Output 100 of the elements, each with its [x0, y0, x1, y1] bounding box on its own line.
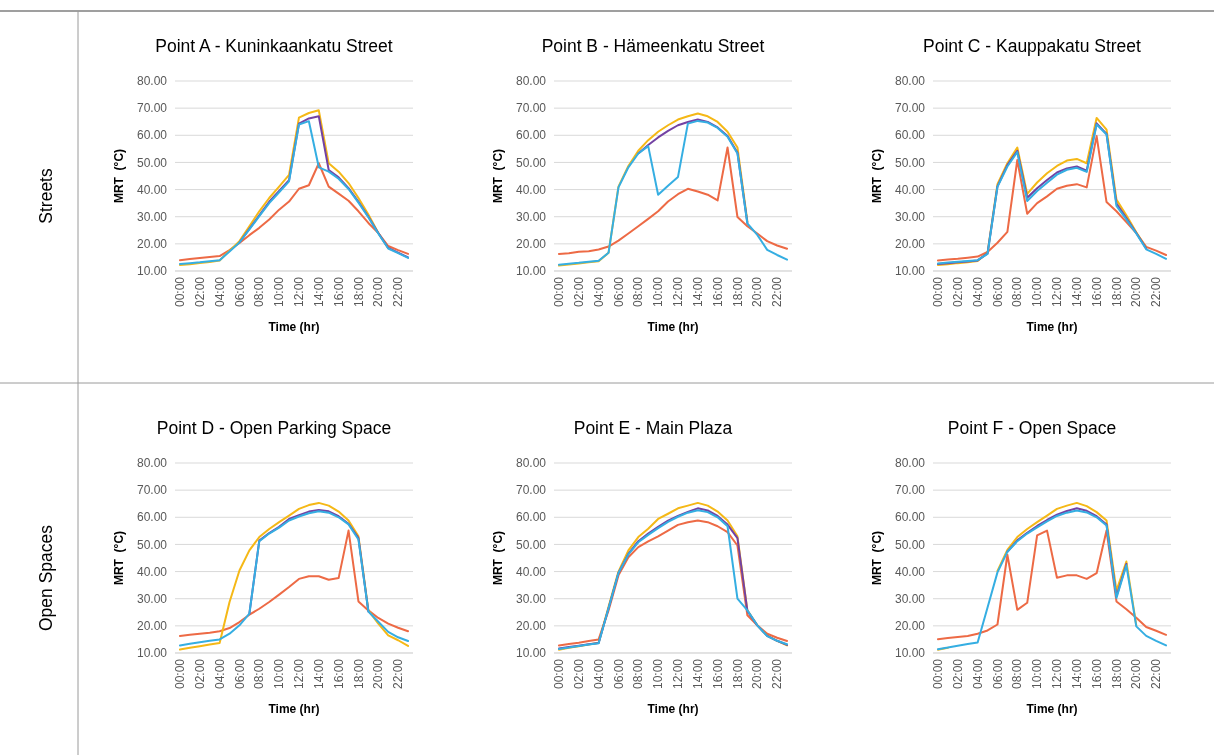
x-tick-label: 02:00 [192, 658, 207, 690]
y-tick-label: 60.00 [894, 510, 926, 525]
x-tick-label: 04:00 [212, 276, 227, 308]
x-tick-label: 22:00 [1149, 276, 1164, 308]
y-tick-label: 70.00 [515, 483, 547, 498]
y-tick-label: 40.00 [515, 564, 547, 579]
y-tick-label: 50.00 [515, 537, 547, 552]
x-tick-label: 02:00 [192, 276, 207, 308]
x-tick-label: 00:00 [552, 658, 567, 690]
line-series [936, 509, 1168, 651]
y-tick-label: 30.00 [894, 209, 926, 224]
x-tick-label: 16:00 [710, 276, 725, 308]
x-tick-label: 00:00 [173, 658, 188, 690]
line-series [178, 162, 410, 262]
x-tick-label: 00:00 [931, 276, 946, 308]
y-tick-label: 50.00 [894, 537, 926, 552]
x-tick-label: 10:00 [651, 276, 666, 308]
x-tick-label: 14:00 [1069, 276, 1084, 308]
y-tick-label: 50.00 [136, 155, 168, 170]
x-tick-label: 06:00 [611, 658, 626, 690]
x-tick-label: 18:00 [1109, 276, 1124, 308]
x-tick-label: 02:00 [571, 276, 586, 308]
chart-title: Point E - Main Plaza [573, 418, 733, 438]
x-tick-label: 04:00 [591, 658, 606, 690]
x-tick-label: 12:00 [292, 658, 307, 690]
y-tick-label: 10.00 [515, 646, 547, 661]
chart-title: Point A - Kuninkaankatu Street [155, 36, 393, 56]
x-tick-label: 16:00 [331, 276, 346, 308]
x-tick-label: 04:00 [970, 658, 985, 690]
y-tick-label: 40.00 [894, 182, 926, 197]
y-tick-label: 20.00 [515, 619, 547, 634]
y-tick-label: 20.00 [136, 619, 168, 634]
x-tick-label: 18:00 [730, 658, 745, 690]
y-tick-label: 80.00 [515, 456, 547, 471]
y-tick-label: 40.00 [136, 564, 168, 579]
y-tick-label: 50.00 [894, 155, 926, 170]
x-tick-label: 12:00 [292, 276, 307, 308]
x-tick-label: 12:00 [1050, 276, 1065, 308]
x-tick-label: 20:00 [750, 276, 765, 308]
x-tick-label: 16:00 [710, 658, 725, 690]
x-tick-label: 08:00 [252, 276, 267, 308]
y-tick-label: 70.00 [515, 101, 547, 116]
x-tick-label: 08:00 [1010, 276, 1025, 308]
y-tick-label: 30.00 [515, 591, 547, 606]
y-tick-label: 20.00 [136, 237, 168, 252]
x-tick-label: 08:00 [631, 658, 646, 690]
y-tick-label: 10.00 [136, 264, 168, 279]
x-tick-label: 10:00 [1030, 276, 1045, 308]
line-series [936, 529, 1168, 641]
x-tick-label: 02:00 [950, 658, 965, 690]
y-tick-label: 60.00 [515, 510, 547, 525]
x-axis-title: Time (hr) [1026, 702, 1078, 716]
x-tick-label: 12:00 [671, 276, 686, 308]
x-tick-label: 06:00 [232, 276, 247, 308]
y-tick-label: 40.00 [136, 182, 168, 197]
y-tick-label: 10.00 [894, 264, 926, 279]
x-tick-label: 00:00 [552, 276, 567, 308]
x-tick-label: 10:00 [651, 658, 666, 690]
line-series [557, 146, 789, 255]
x-tick-label: 16:00 [1089, 276, 1104, 308]
y-axis-title: MRT (°C) [491, 530, 505, 586]
x-tick-label: 14:00 [311, 276, 326, 308]
y-tick-label: 60.00 [515, 128, 547, 143]
y-tick-label: 40.00 [894, 564, 926, 579]
y-tick-label: 10.00 [136, 646, 168, 661]
y-tick-label: 80.00 [136, 74, 168, 89]
y-tick-label: 80.00 [136, 456, 168, 471]
y-tick-label: 30.00 [894, 591, 926, 606]
y-tick-label: 70.00 [894, 101, 926, 116]
y-tick-label: 60.00 [894, 128, 926, 143]
x-axis-title: Time (hr) [647, 320, 699, 334]
x-tick-label: 02:00 [950, 276, 965, 308]
x-tick-label: 10:00 [1030, 658, 1045, 690]
x-tick-label: 06:00 [232, 658, 247, 690]
x-tick-label: 22:00 [770, 658, 785, 690]
line-series [178, 529, 410, 637]
x-tick-label: 06:00 [611, 276, 626, 308]
y-tick-label: 30.00 [136, 209, 168, 224]
x-tick-label: 08:00 [1010, 658, 1025, 690]
y-tick-label: 50.00 [515, 155, 547, 170]
y-tick-label: 40.00 [515, 182, 547, 197]
y-tick-label: 70.00 [136, 101, 168, 116]
x-tick-label: 08:00 [631, 276, 646, 308]
x-tick-label: 12:00 [1050, 658, 1065, 690]
y-tick-label: 10.00 [515, 264, 547, 279]
x-tick-label: 14:00 [311, 658, 326, 690]
x-tick-label: 08:00 [252, 658, 267, 690]
x-tick-label: 14:00 [690, 276, 705, 308]
x-tick-label: 00:00 [931, 658, 946, 690]
x-tick-label: 14:00 [1069, 658, 1084, 690]
y-tick-label: 80.00 [515, 74, 547, 89]
line-series [557, 119, 789, 266]
x-tick-label: 06:00 [990, 658, 1005, 690]
y-tick-label: 10.00 [894, 646, 926, 661]
y-tick-label: 80.00 [894, 456, 926, 471]
y-axis-title: MRT (°C) [870, 530, 884, 586]
x-tick-label: 16:00 [1089, 658, 1104, 690]
x-tick-label: 12:00 [671, 658, 686, 690]
x-tick-label: 02:00 [571, 658, 586, 690]
y-tick-label: 50.00 [136, 537, 168, 552]
